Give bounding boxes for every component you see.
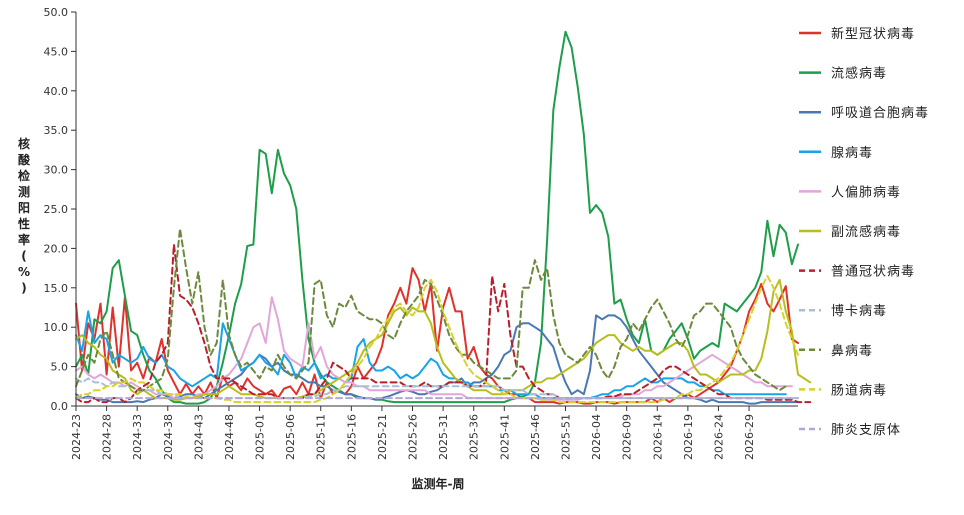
x-tick-label: 2025-01 [254,414,267,460]
legend-label: 副流感病毒 [831,224,901,240]
legend-label: 普通冠状病毒 [831,265,915,280]
legend-label: 呼吸道合胞病毒 [831,106,929,121]
x-tick-label: 2025-16 [345,414,358,460]
x-tick-label: 2024-28 [101,414,114,460]
series-line-8 [75,227,787,392]
legend-label: 人偏肺病毒 [831,185,901,200]
legend-label: 肺炎支原体 [831,423,901,438]
x-tick-label: 2026-04 [590,414,603,460]
axes: 0.0 5.0 10.0 15.0 20.0 25.0 30.0 35.0 40.0 45.0 50… [44,6,798,460]
x-tick-label: 2025-51 [559,414,572,460]
series-line-3 [75,310,787,400]
y-ticks: 0.0 5.0 10.0 15.0 20.0 25.0 30.0 35.0 40.0 45.0 50… [44,6,76,413]
x-axis-title: 监测年-周 [412,476,465,491]
x-tick-label: 2026-19 [682,414,695,460]
y-tick-label: 0.0 [51,400,69,413]
plot-lines [75,30,812,405]
x-tick-label: 2025-36 [468,414,481,460]
x-tick-label: 2024-33 [131,414,144,460]
y-tick-label: 5.0 [51,361,69,374]
x-tick-label: 2024-23 [70,414,83,460]
y-tick-label: 50.0 [44,6,69,19]
x-tick-label: 2026-24 [712,414,725,460]
y-axis-title: 核酸检测阳性率(%) [17,136,31,295]
x-tick-label: 2026-09 [621,414,634,460]
series-line-5 [75,278,812,401]
series-line-6 [75,243,812,404]
legend-label: 流感病毒 [831,66,887,82]
x-tick-label: 2025-06 [284,414,297,460]
legend-label: 腺病毒 [831,146,873,161]
x-tick-label: 2025-46 [529,414,542,460]
y-tick-label: 15.0 [44,282,69,295]
x-tick-label: 2024-48 [223,414,236,460]
x-tick-label: 2025-31 [437,414,450,460]
x-tick-label: 2025-26 [407,414,420,460]
x-tick-label: 2026-29 [743,414,756,460]
x-tick-label: 2026-14 [651,414,664,460]
y-tick-label: 25.0 [44,203,69,216]
legend-label: 博卡病毒 [831,304,887,319]
legend: 新型冠状病毒流感病毒呼吸道合胞病毒腺病毒人偏肺病毒副流感病毒普通冠状病毒博卡病毒… [799,26,929,438]
legend-label: 肠道病毒 [831,383,887,398]
y-tick-label: 35.0 [44,124,69,137]
y-tick-label: 30.0 [44,164,69,177]
y-tick-label: 10.0 [44,321,69,334]
legend-label: 鼻病毒 [831,343,873,359]
y-tick-label: 40.0 [44,85,69,98]
series-line-1 [75,30,799,405]
y-tick-label: 20.0 [44,242,69,255]
x-ticks: 2024-23 2024-28 2024-33 2024-38 2024-43 2024-… [70,406,756,460]
x-tick-label: 2025-21 [376,414,389,460]
x-tick-label: 2024-38 [162,414,175,460]
x-tick-label: 2024-43 [192,414,205,460]
legend-label: 新型冠状病毒 [831,26,915,42]
x-tick-label: 2025-41 [498,414,511,460]
series-line-4 [75,296,793,401]
y-tick-label: 45.0 [44,45,69,58]
x-tick-label: 2025-11 [315,414,328,460]
